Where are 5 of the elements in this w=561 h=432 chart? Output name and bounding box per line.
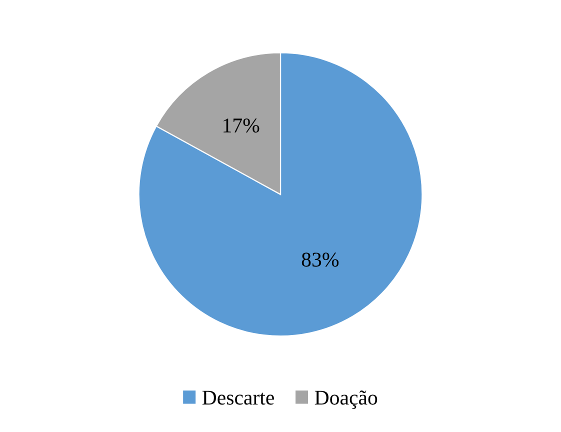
legend-label: Descarte (202, 390, 274, 405)
data-label: 17% (224, 118, 260, 133)
pie-slice (138, 52, 423, 337)
legend-label: Doação (314, 390, 378, 409)
data-label: 83% (302, 252, 339, 267)
